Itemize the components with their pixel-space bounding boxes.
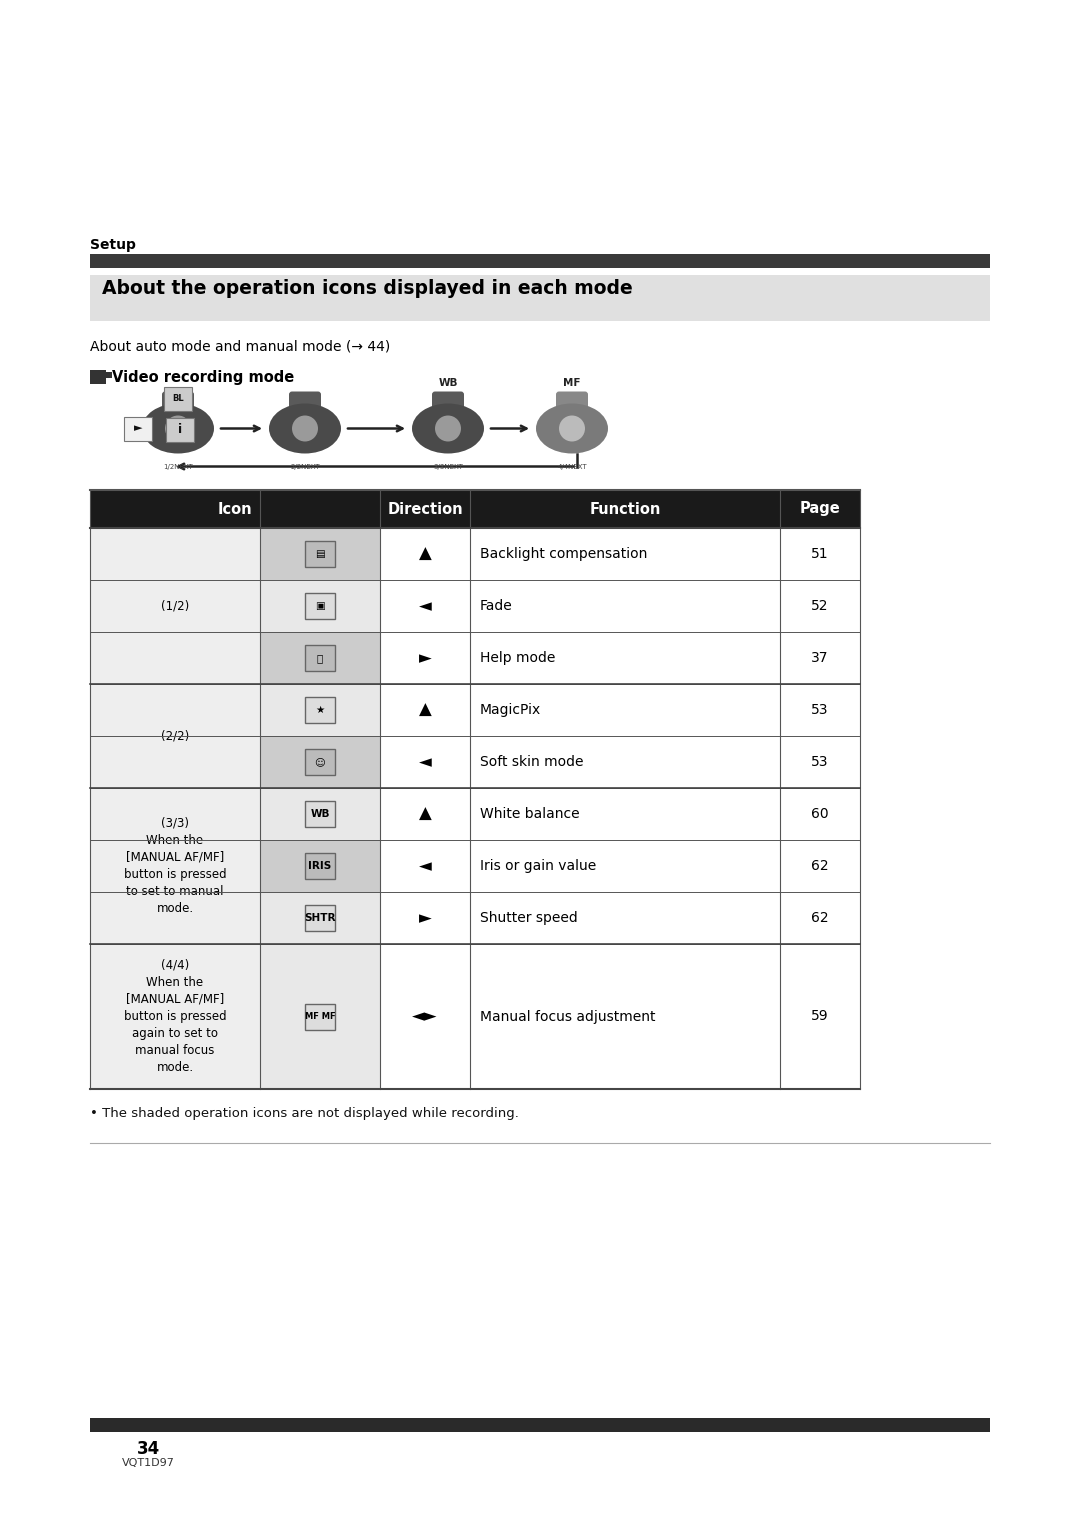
Bar	[90, 528, 860, 580]
Bar	[260, 580, 380, 632]
Text: ☺: ☺	[314, 757, 325, 768]
Ellipse shape	[292, 415, 318, 441]
Text: MF: MF	[564, 378, 581, 389]
FancyBboxPatch shape	[556, 392, 588, 414]
Bar	[90, 632, 860, 684]
FancyBboxPatch shape	[432, 392, 464, 414]
Text: 59: 59	[811, 1010, 828, 1024]
Bar	[90, 945, 260, 1090]
Bar	[90, 275, 990, 320]
Text: 51: 51	[811, 546, 828, 562]
Bar	[90, 736, 860, 787]
Text: IRIS: IRIS	[309, 861, 332, 871]
Text: (2/2): (2/2)	[161, 729, 189, 743]
Ellipse shape	[559, 415, 585, 441]
Bar	[90, 369, 106, 385]
Bar	[305, 905, 335, 931]
Bar	[305, 801, 335, 827]
Text: ▲: ▲	[419, 806, 431, 823]
Text: WB: WB	[438, 378, 458, 389]
Bar	[90, 684, 260, 787]
Text: 1/2NEXT: 1/2NEXT	[163, 464, 193, 470]
Text: 4/4NEXT: 4/4NEXT	[557, 464, 586, 470]
Text: Soft skin mode: Soft skin mode	[480, 755, 583, 769]
Bar	[90, 1418, 990, 1431]
Ellipse shape	[411, 403, 484, 453]
Bar	[90, 945, 860, 1090]
Text: 52: 52	[811, 600, 828, 613]
Text: (4/4)
When the
[MANUAL AF/MF]
button is pressed
again to set to
manual focus
mod: (4/4) When the [MANUAL AF/MF] button is …	[124, 958, 227, 1074]
Text: 62: 62	[811, 859, 828, 873]
Text: Direction: Direction	[388, 502, 463, 516]
Text: ◄: ◄	[419, 752, 431, 771]
Text: ►: ►	[419, 909, 431, 926]
Bar	[90, 684, 860, 736]
Ellipse shape	[536, 403, 608, 453]
Ellipse shape	[269, 403, 341, 453]
Text: ▤: ▤	[315, 549, 325, 559]
Text: Icon: Icon	[218, 502, 253, 516]
Text: ◄: ◄	[419, 597, 431, 615]
Bar	[90, 787, 860, 839]
Text: Function: Function	[590, 502, 661, 516]
Bar	[260, 893, 380, 945]
Text: • The shaded operation icons are not displayed while recording.: • The shaded operation icons are not dis…	[90, 1106, 518, 1120]
Text: 53: 53	[811, 755, 828, 769]
Text: 3/3NEXT: 3/3NEXT	[433, 464, 463, 470]
Bar	[90, 839, 860, 893]
Text: 60: 60	[811, 807, 828, 821]
Text: About auto mode and manual mode (→ 44): About auto mode and manual mode (→ 44)	[90, 340, 390, 354]
Bar	[305, 594, 335, 620]
Bar	[106, 372, 112, 378]
Bar	[90, 580, 860, 632]
Text: 2/2NEXT: 2/2NEXT	[291, 464, 320, 470]
Bar	[260, 787, 380, 839]
Text: SHTR: SHTR	[305, 913, 336, 923]
Text: 34: 34	[136, 1441, 160, 1457]
Text: BL: BL	[172, 394, 184, 403]
Text: MagicPix: MagicPix	[480, 703, 541, 717]
Bar	[260, 684, 380, 736]
Text: MF MF: MF MF	[305, 1012, 335, 1021]
Ellipse shape	[141, 403, 214, 453]
Text: 53: 53	[811, 703, 828, 717]
Text: ▲: ▲	[419, 700, 431, 719]
Bar	[305, 645, 335, 671]
Text: ▲: ▲	[419, 545, 431, 563]
Bar	[305, 853, 335, 879]
Bar	[305, 749, 335, 775]
Bar	[166, 418, 194, 441]
Text: (1/2): (1/2)	[161, 600, 189, 612]
Text: ►: ►	[419, 649, 431, 667]
Text: ◄: ◄	[419, 858, 431, 874]
Text: About the operation icons displayed in each mode: About the operation icons displayed in e…	[102, 279, 633, 298]
Ellipse shape	[435, 415, 461, 441]
Bar	[305, 697, 335, 723]
Text: Video recording mode: Video recording mode	[112, 369, 294, 385]
Bar	[260, 528, 380, 580]
Text: ▣: ▣	[315, 601, 325, 610]
Ellipse shape	[165, 415, 191, 441]
Bar	[164, 386, 192, 410]
Bar	[90, 253, 990, 269]
Text: Iris or gain value: Iris or gain value	[480, 859, 596, 873]
Text: 37: 37	[811, 652, 828, 665]
Text: VQT1D97: VQT1D97	[122, 1457, 175, 1468]
Text: White balance: White balance	[480, 807, 580, 821]
Bar	[260, 632, 380, 684]
Text: ★: ★	[315, 705, 325, 716]
Bar	[90, 787, 260, 945]
Text: 62: 62	[811, 911, 828, 925]
Bar	[124, 417, 152, 441]
Text: Page: Page	[799, 502, 840, 516]
Text: Setup: Setup	[90, 238, 136, 252]
Text: (3/3)
When the
[MANUAL AF/MF]
button is pressed
to set to manual
mode.: (3/3) When the [MANUAL AF/MF] button is …	[124, 816, 227, 916]
Bar	[90, 528, 260, 684]
Text: ◄►: ◄►	[413, 1007, 437, 1025]
Text: Manual focus adjustment: Manual focus adjustment	[480, 1010, 656, 1024]
Text: Fade: Fade	[480, 600, 513, 613]
Text: ⓘ: ⓘ	[316, 653, 323, 662]
Bar	[305, 542, 335, 568]
Bar	[305, 1004, 335, 1030]
FancyBboxPatch shape	[289, 392, 321, 414]
